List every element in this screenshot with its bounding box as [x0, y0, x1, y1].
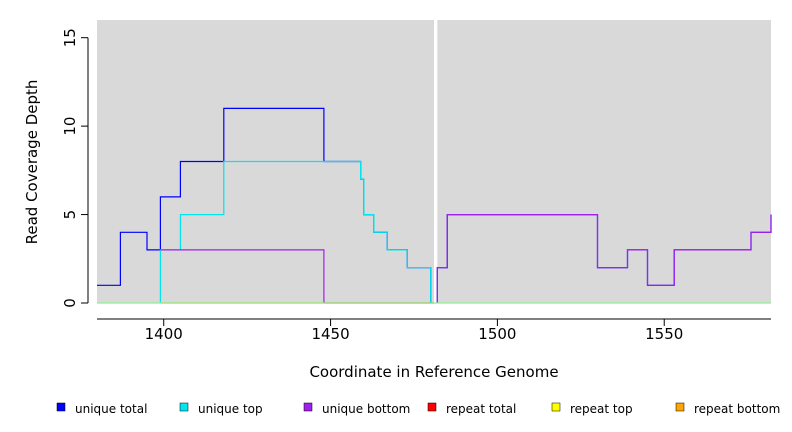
legend-item-repeat-bottom: repeat bottom — [675, 402, 780, 416]
x-tick-label: 1450 — [311, 325, 349, 343]
x-axis-title: Coordinate in Reference Genome — [309, 363, 558, 381]
legend-item-repeat-total: repeat total — [427, 402, 516, 416]
x-tick-label: 1500 — [478, 325, 516, 343]
series-line-unique-bottom-4 — [436, 214, 772, 303]
legend: unique total unique top unique bottom repea… — [56, 402, 780, 416]
legend-label: repeat top — [570, 402, 633, 416]
legend-label: repeat total — [446, 402, 516, 416]
legend-swatch — [551, 402, 561, 412]
y-axis-title: Read Coverage Depth — [23, 80, 41, 245]
series-line-unique-bottom-3 — [160, 249, 325, 303]
legend-label: unique total — [75, 402, 147, 416]
y-tick-label: 15 — [61, 28, 79, 47]
series-line-unique-top-2 — [159, 160, 432, 303]
plot-background — [97, 20, 771, 303]
legend-swatch — [675, 402, 685, 412]
x-tick-label: 1550 — [645, 325, 683, 343]
legend-label: repeat bottom — [694, 402, 780, 416]
y-tick-label: 10 — [61, 117, 79, 136]
y-tick-label: 0 — [61, 298, 79, 308]
x-axis: 1400 1450 1500 1550 — [97, 318, 771, 343]
plot-series — [97, 107, 772, 304]
legend-item-unique-top: unique top — [179, 402, 263, 416]
x-tick-label: 1400 — [145, 325, 183, 343]
legend-label: unique bottom — [322, 402, 410, 416]
legend-swatch — [427, 402, 437, 412]
plot-panel-right — [437, 20, 771, 303]
legend-item-unique-bottom: unique bottom — [303, 402, 410, 416]
legend-swatch — [179, 402, 189, 412]
legend-item-repeat-top: repeat top — [551, 402, 633, 416]
y-axis: 0 5 10 15 — [61, 28, 89, 308]
legend-swatch — [56, 402, 66, 412]
legend-swatch — [303, 402, 313, 412]
legend-item-unique-total: unique total — [56, 402, 147, 416]
legend-label: unique top — [198, 402, 263, 416]
y-tick-label: 5 — [61, 210, 79, 220]
